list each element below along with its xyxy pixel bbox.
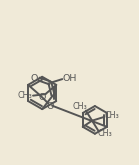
Text: O: O — [39, 93, 46, 102]
Text: CH₃: CH₃ — [105, 111, 120, 120]
Text: CH₃: CH₃ — [72, 102, 87, 111]
Text: CH₃: CH₃ — [18, 91, 33, 100]
Text: O: O — [47, 102, 54, 111]
Text: OH: OH — [62, 74, 76, 83]
Text: CH₃: CH₃ — [97, 129, 112, 138]
Text: O: O — [31, 74, 38, 83]
